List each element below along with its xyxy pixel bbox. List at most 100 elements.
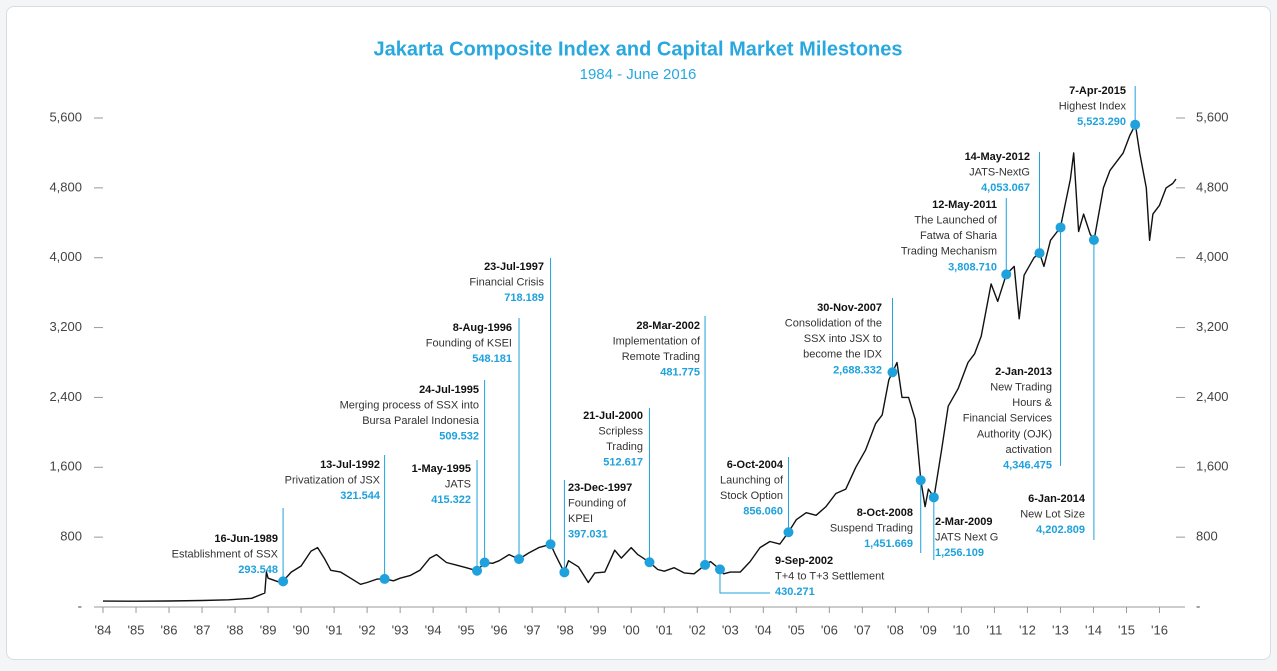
milestone-date: 12-May-2011: [932, 199, 997, 211]
x-tick-label: '06: [821, 622, 838, 637]
milestone-date: 8-Aug-1996: [453, 322, 512, 334]
milestone-marker: [783, 527, 794, 538]
x-tick-label: '90: [293, 622, 310, 637]
milestone-date: 13-Jul-1992: [320, 459, 380, 471]
milestone-text: Merging process of SSX into: [340, 400, 479, 412]
milestone-marker: [545, 539, 556, 550]
milestone-date: 9-Sep-2002: [775, 555, 833, 567]
milestone-value: 397.031: [568, 529, 608, 541]
milestone-text: Privatization of JSX: [285, 475, 381, 487]
milestone-text: Suspend Trading: [830, 523, 913, 535]
milestone-value: 293.548: [238, 564, 278, 576]
x-tick-label: '87: [194, 622, 211, 637]
milestone-text: Stock Option: [720, 490, 783, 502]
milestone-date: 28-Mar-2002: [636, 320, 700, 332]
y-tick-label: 3,200: [49, 319, 82, 334]
x-tick-label: '97: [524, 622, 541, 637]
x-tick-label: '84: [95, 622, 112, 637]
y-tick-label: 2,400: [49, 389, 82, 404]
milestone-value: 3,808.710: [948, 261, 997, 273]
milestone-text: The Launched of: [914, 215, 998, 227]
milestone-text: JATS-NextG: [969, 167, 1030, 179]
milestone-text: JATS Next G: [935, 532, 998, 544]
x-tick-label: '15: [1118, 622, 1135, 637]
milestone-date: 23-Dec-1997: [568, 482, 632, 494]
x-tick-label: '10: [953, 622, 970, 637]
milestone-value: 548.181: [472, 353, 512, 365]
milestone-text: Trading Mechanism: [901, 246, 997, 258]
x-tick-label: '86: [161, 622, 178, 637]
x-tick-label: '08: [887, 622, 904, 637]
y-tick-label-right: -: [1196, 598, 1200, 613]
x-tick-label: '01: [656, 622, 673, 637]
y-tick-label-right: 800: [1196, 529, 1218, 544]
y-tick-label: 5,600: [49, 109, 82, 124]
milestone-text: SSX into JSX to: [804, 333, 882, 345]
milestone-date: 16-Jun-1989: [214, 533, 278, 545]
milestone-marker: [915, 475, 926, 486]
milestone-marker: [479, 557, 490, 568]
milestone-value: 856.060: [743, 506, 783, 518]
milestone-text: T+4 to T+3 Settlement: [775, 571, 884, 583]
milestone-text: Establishment of SSX: [172, 549, 279, 561]
y-tick-label-right: 2,400: [1196, 389, 1229, 404]
milestone-marker: [700, 559, 711, 570]
milestone-text: Highest Index: [1059, 101, 1127, 113]
milestone-value: 481.775: [660, 367, 700, 379]
milestone-text: JATS: [445, 479, 471, 491]
x-tick-label: '85: [128, 622, 145, 637]
x-tick-label: '92: [359, 622, 376, 637]
chart-subtitle: 1984 - June 2016: [580, 66, 697, 83]
milestone-date: 24-Jul-1995: [419, 384, 479, 396]
milestone-marker: [887, 367, 898, 378]
milestone-text: Founding of KSEI: [426, 338, 512, 350]
milestone-date: 30-Nov-2007: [817, 302, 882, 314]
x-tick-label: '00: [623, 622, 640, 637]
milestone-value: 321.544: [340, 490, 381, 502]
chart-title: Jakarta Composite Index and Capital Mark…: [373, 38, 902, 60]
x-tick-label: '98: [557, 622, 574, 637]
x-tick-label: '91: [326, 622, 343, 637]
y-tick-label-right: 5,600: [1196, 109, 1229, 124]
milestone-marker: [1055, 222, 1066, 233]
leader-line: [719, 569, 770, 594]
milestone-marker: [928, 492, 939, 503]
milestone-value: 718.189: [504, 292, 544, 304]
x-tick-label: '05: [788, 622, 805, 637]
milestone-text: Implementation of: [613, 336, 701, 348]
y-tick-label-right: 4,000: [1196, 249, 1229, 264]
y-tick-label-right: 4,800: [1196, 179, 1229, 194]
milestone-text: New Trading: [990, 382, 1052, 394]
y-tick-label: 4,800: [49, 179, 82, 194]
milestone-date: 6-Jan-2014: [1028, 493, 1086, 505]
milestone-text: become the IDX: [803, 349, 883, 361]
x-tick-label: '07: [854, 622, 871, 637]
x-tick-label: '96: [491, 622, 508, 637]
milestone-text: Trading: [606, 441, 643, 453]
x-tick-label: '12: [1019, 622, 1036, 637]
x-tick-label: '11: [986, 622, 1002, 637]
milestone-date: 6-Oct-2004: [727, 459, 784, 471]
milestone-text: Bursa Paralel Indonesia: [362, 415, 480, 427]
milestone-text: Founding of: [568, 498, 627, 510]
x-tick-label: '04: [755, 622, 772, 637]
milestone-text: Scripless: [598, 426, 643, 438]
milestone-value: 4,202.809: [1036, 524, 1085, 536]
milestone-value: 512.617: [603, 457, 643, 469]
x-tick-label: '93: [392, 622, 409, 637]
milestone-value: 1,451.669: [864, 538, 913, 550]
x-tick-label: '94: [425, 622, 442, 637]
y-tick-label: 1,600: [49, 459, 82, 474]
milestone-value: 430.271: [775, 586, 815, 598]
milestone-value: 4,053.067: [981, 182, 1030, 194]
milestone-marker: [278, 576, 289, 587]
index-line: [102, 124, 1177, 602]
milestone-text: Remote Trading: [622, 351, 700, 363]
milestone-value: 5,523.290: [1077, 116, 1126, 128]
x-tick-label: '14: [1085, 622, 1102, 637]
x-tick-label: '09: [920, 622, 937, 637]
milestone-text: Hours &: [1012, 397, 1052, 409]
milestone-text: Consolidation of the: [785, 318, 882, 330]
x-tick-label: '88: [227, 622, 244, 637]
